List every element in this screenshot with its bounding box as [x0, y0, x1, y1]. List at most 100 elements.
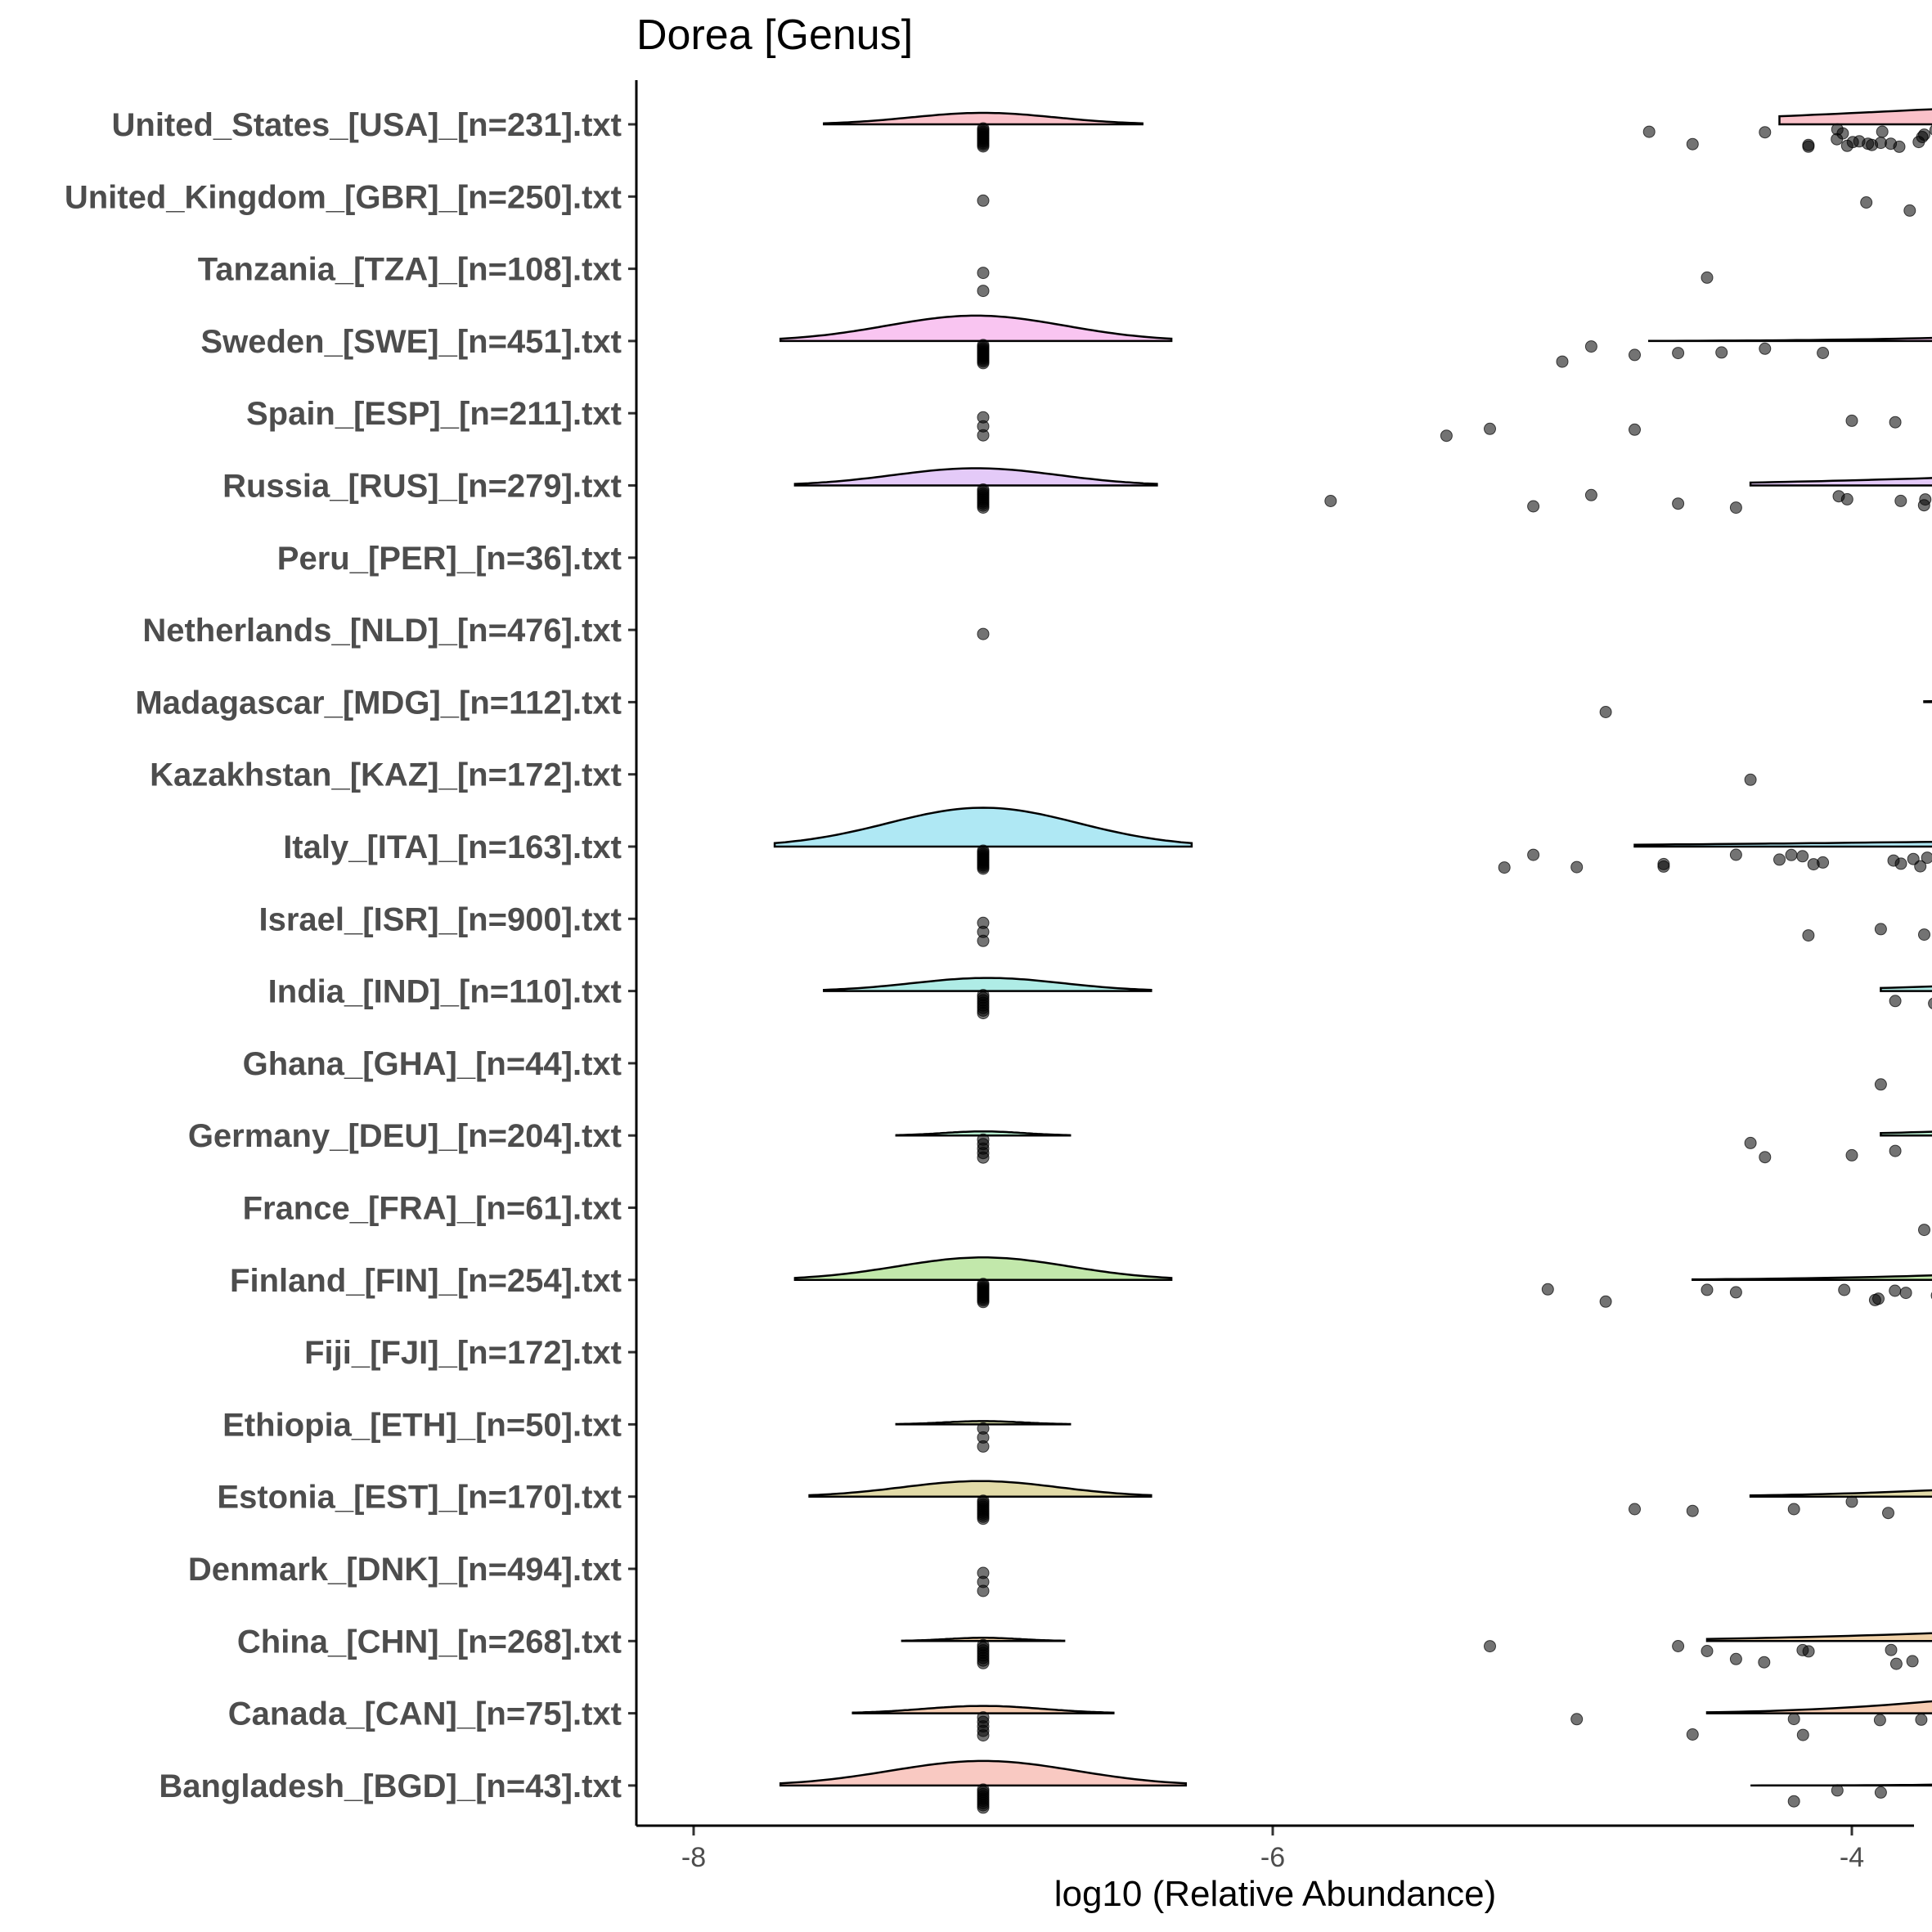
- data-point: [1889, 1284, 1902, 1297]
- outlier-point: [1744, 773, 1757, 786]
- outlier-point: [1874, 1786, 1887, 1799]
- y-tick-label: Russia_[RUS]_[n=279].txt: [222, 469, 622, 505]
- category-row: [823, 108, 1932, 153]
- x-axis: -8-6-4-20: [681, 1826, 1864, 1873]
- outlier-point: [1729, 501, 1742, 514]
- outlier-point: [1484, 422, 1496, 435]
- outlier-point: [1527, 848, 1540, 861]
- outlier-point: [1584, 340, 1597, 353]
- outlier-point: [1629, 1503, 1641, 1516]
- data-point: [1838, 1283, 1851, 1296]
- outlier-point: [1773, 853, 1786, 866]
- outlier-point: [1787, 1795, 1800, 1808]
- outlier-point: [1889, 995, 1902, 1008]
- y-tick-label: Estonia_[EST]_[n=170].txt: [217, 1480, 622, 1516]
- outlier-point: [1484, 1640, 1496, 1653]
- y-tick-label: Israel_[ISR]_[n=900].txt: [258, 901, 622, 937]
- category-row: [977, 916, 1930, 947]
- data-point: [977, 1296, 990, 1309]
- y-tick-label: Netherlands_[NLD]_[n=476].txt: [142, 613, 622, 649]
- category-row: [977, 627, 990, 640]
- category-row: [823, 977, 1932, 1020]
- outlier-point: [1874, 137, 1887, 150]
- data-point: [1906, 1655, 1919, 1668]
- outlier-point: [1556, 355, 1569, 368]
- data-point: [1899, 1287, 1912, 1300]
- data-point: [1846, 136, 1859, 149]
- outlier-point: [1802, 929, 1815, 942]
- density-main: [1880, 1130, 1932, 1137]
- outlier-point: [1672, 347, 1685, 360]
- density-low: [793, 467, 1158, 487]
- outlier-point: [1599, 1295, 1612, 1308]
- density-main: [1880, 985, 1932, 992]
- y-tick-label: Sweden_[SWE]_[n=451].txt: [200, 324, 622, 360]
- data-point: [977, 1007, 990, 1020]
- category-row: [977, 1566, 990, 1597]
- outlier-point: [1860, 196, 1873, 209]
- density-low: [823, 111, 1143, 126]
- data-point: [1929, 125, 1932, 136]
- outlier-point: [1831, 123, 1844, 136]
- density-main: [1633, 840, 1932, 848]
- outlier-point: [1440, 429, 1453, 443]
- y-tick-label: Canada_[CAN]_[n=75].txt: [228, 1696, 622, 1732]
- data-point: [1887, 854, 1900, 867]
- outlier-point: [1874, 923, 1887, 936]
- outlier-point: [1642, 125, 1656, 138]
- density-low: [779, 1759, 1188, 1787]
- outlier-point: [1701, 1283, 1714, 1296]
- y-axis-labels: United_States_[USA]_[n=231].txt United_Ki…: [65, 107, 636, 1804]
- outlier-point: [1729, 1652, 1742, 1665]
- y-tick-label: Madagascar_[MDG]_[n=112].txt: [135, 685, 622, 721]
- density-main: [1705, 1700, 1932, 1714]
- data-point: [1907, 852, 1920, 865]
- y-tick-label: Bangladesh_[BGD]_[n=43].txt: [159, 1768, 622, 1804]
- data-point: [1876, 125, 1889, 138]
- category-row: [1744, 773, 1757, 786]
- outlier-point: [1715, 346, 1728, 359]
- outlier-point: [1686, 137, 1699, 151]
- data-point: [1873, 1714, 1886, 1727]
- density-main: [1749, 477, 1932, 487]
- y-tick-label: India_[IND]_[n=110].txt: [268, 974, 622, 1010]
- y-tick-label: United_States_[USA]_[n=231].txt: [112, 107, 622, 143]
- outlier-point: [1498, 861, 1511, 874]
- category-row: [808, 1480, 1932, 1525]
- x-tick-label: -4: [1840, 1842, 1864, 1873]
- density-main: [1778, 108, 1932, 126]
- plot-area: [773, 108, 1932, 1814]
- category-row: [851, 1700, 1932, 1742]
- data-point: [977, 627, 990, 640]
- y-tick-label: Spain_[ESP]_[n=211].txt: [246, 396, 622, 432]
- data-point: [977, 140, 990, 153]
- outlier-point: [1759, 1151, 1772, 1164]
- density-low: [851, 1705, 1115, 1714]
- outlier-point: [1527, 500, 1540, 513]
- x-tick-label: -6: [1260, 1842, 1285, 1873]
- category-row: [773, 806, 1932, 875]
- x-axis-title: log10 (Relative Abundance): [1054, 1874, 1497, 1914]
- category-row: [793, 1256, 1932, 1309]
- data-point: [1889, 1657, 1903, 1670]
- category-row: [779, 1759, 1932, 1814]
- density-low: [779, 314, 1173, 343]
- y-tick-label: Fiji_[FJI]_[n=172].txt: [304, 1335, 622, 1371]
- outlier-point: [1629, 348, 1641, 362]
- outlier-point: [1918, 928, 1930, 941]
- data-point: [1796, 1643, 1809, 1656]
- y-tick-label: Italy_[ITA]_[n=163].txt: [283, 829, 622, 865]
- density-main: [1750, 1783, 1932, 1787]
- y-tick-label: Peru_[PER]_[n=36].txt: [277, 541, 622, 577]
- outlier-point: [1672, 1640, 1685, 1652]
- data-point: [977, 267, 990, 280]
- data-point: [977, 357, 990, 370]
- data-point: [977, 1584, 990, 1597]
- y-tick-label: Kazakhstan_[KAZ]_[n=172].txt: [150, 757, 622, 793]
- data-point: [1796, 850, 1809, 863]
- data-point: [1928, 997, 1932, 1009]
- outlier-point: [1817, 856, 1830, 869]
- data-point: [1915, 1713, 1928, 1726]
- density-main: [1647, 336, 1932, 343]
